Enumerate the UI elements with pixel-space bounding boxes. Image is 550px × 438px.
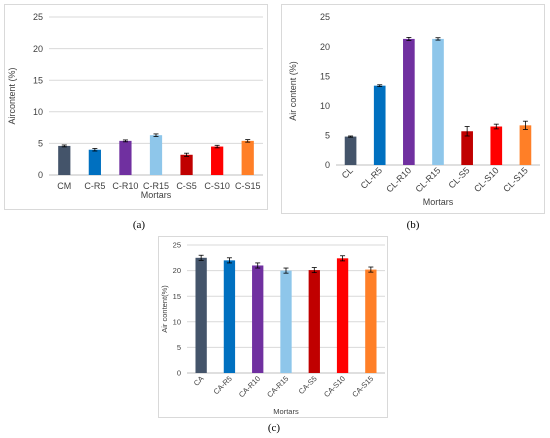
bar	[119, 140, 132, 175]
x-tick-label: CA-S10	[322, 374, 347, 399]
y-tick-label: 15	[320, 71, 330, 81]
bar	[88, 149, 101, 175]
x-tick-label: CL-R5	[359, 165, 384, 190]
x-tick-label: CL	[340, 165, 355, 180]
bar	[308, 270, 320, 373]
bar	[211, 146, 224, 175]
bar	[336, 258, 349, 373]
x-tick-label: CL-S10	[472, 165, 501, 194]
x-tick-label: CM	[57, 181, 71, 191]
x-tick-label: C-S5	[176, 181, 197, 191]
x-axis-title: Mortars	[141, 190, 172, 200]
chart-b: 0 5 10 15 20 25 CL CL-R5 CL-R10 CL-R15 CL-S5 CL-S10…	[288, 12, 540, 207]
bar	[490, 126, 503, 165]
y-tick-label: 5	[325, 131, 330, 141]
x-tick-label: C-R10	[112, 181, 138, 191]
y-tick-label: 10	[33, 107, 43, 117]
x-tick-label: CA-R10	[237, 374, 262, 399]
x-tick-label: CL-R15	[413, 165, 442, 194]
chart-panel-b: 0 5 10 15 20 25 CL CL-R5 CL-R10 CL-R15 CL-S5 CL-S10…	[281, 4, 545, 214]
x-tick-label: CA	[192, 374, 206, 388]
x-tick-label: CA-S15	[350, 374, 375, 399]
bar	[432, 38, 444, 165]
y-axis-title: Aircontent (%)	[7, 67, 17, 124]
y-tick-label: 0	[38, 170, 43, 180]
x-axis-title: Mortars	[423, 197, 454, 207]
chart-panel-a: 0 5 10 15 20 25 CM C-R5 C-R10 C-R15 C-S5 C-S10 C-S15…	[4, 4, 268, 210]
bar	[280, 270, 292, 373]
caption-a: (a)	[132, 219, 146, 231]
caption-b: (b)	[406, 219, 420, 231]
y-tick-label: 25	[173, 241, 181, 250]
y-tick-label: 20	[320, 42, 330, 52]
y-axis-title: Air content (%)	[288, 61, 298, 121]
y-tick-label: 10	[320, 101, 330, 111]
bar	[344, 136, 357, 165]
chart-a: 0 5 10 15 20 25 CM C-R5 C-R10 C-R15 C-S5 C-S10 C-S15…	[7, 12, 263, 200]
chart-panel-c: 0 5 10 15 20 25 CA CA-R5 CA-R10 CA-R15 CA-S5 CA-S10…	[158, 236, 388, 418]
bar	[195, 257, 207, 373]
x-tick-label: C-R15	[143, 181, 169, 191]
x-tick-label: CL-R10	[384, 165, 413, 194]
chart-c: 0 5 10 15 20 25 CA CA-R5 CA-R10 CA-R15 CA-S5 CA-S10…	[160, 241, 385, 416]
y-axis-title: Air content(%)	[160, 285, 169, 333]
x-tick-label: CA-S5	[297, 374, 319, 396]
y-tick-label: 20	[173, 266, 181, 275]
y-tick-label: 0	[325, 160, 330, 170]
bar	[373, 85, 386, 165]
x-tick-label: CL-S5	[446, 165, 471, 190]
bar	[223, 260, 236, 373]
y-tick-label: 25	[320, 12, 330, 22]
x-tick-label: C-S10	[204, 181, 230, 191]
y-tick-label: 0	[177, 369, 181, 378]
x-axis-title: Mortars	[273, 407, 299, 416]
x-tick-label: C-S15	[235, 181, 261, 191]
y-tick-label: 10	[173, 317, 181, 326]
x-tick-label: CA-R5	[212, 374, 234, 396]
bar	[403, 38, 415, 165]
x-tick-label: CA-R15	[265, 374, 290, 399]
x-tick-label: CL-S15	[501, 165, 530, 194]
y-tick-label: 20	[33, 44, 43, 54]
bar	[519, 125, 532, 165]
bar	[365, 269, 377, 373]
y-tick-label: 15	[173, 292, 181, 301]
bar	[58, 145, 71, 175]
bar	[241, 140, 254, 175]
y-tick-label: 5	[38, 139, 43, 149]
y-tick-label: 15	[33, 75, 43, 85]
x-tick-label: C-R5	[84, 181, 105, 191]
bar	[461, 131, 473, 165]
bar	[252, 265, 264, 373]
bar	[149, 135, 163, 175]
y-tick-label: 5	[177, 343, 181, 352]
bar	[180, 154, 193, 175]
caption-c: (c)	[267, 422, 281, 434]
y-tick-label: 25	[33, 12, 43, 22]
